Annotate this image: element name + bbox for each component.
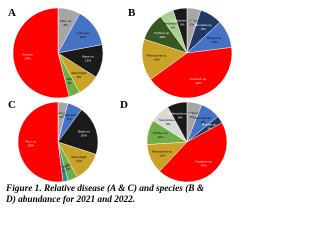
slice-name: Stem rot: [60, 19, 72, 23]
slice-value: 8%: [166, 122, 171, 126]
slice-value: 12%: [76, 159, 82, 163]
slice-name: Sclerotinia sp.: [159, 118, 178, 122]
panel-label: D: [120, 99, 128, 111]
slice-name: Pythium sp.: [153, 131, 169, 135]
slice-value: 20%: [81, 133, 87, 137]
pie-slice: [167, 101, 188, 143]
slice-value: 5%: [180, 23, 185, 27]
slice-name: Fusarium sp.: [190, 77, 208, 81]
slice-name: Leaf spot: [63, 113, 76, 117]
slice-name: Phytophthora sp.: [180, 19, 203, 23]
pie-slice: [57, 109, 99, 155]
slice-value: 10%: [158, 135, 164, 139]
slice-name: Fusarium sp.: [195, 159, 213, 163]
panel-label: C: [8, 99, 16, 111]
slice-value: 10%: [212, 40, 218, 44]
slice-value: 52%: [28, 144, 34, 148]
slice-value: 4%: [66, 167, 71, 171]
slice-value: 15%: [154, 58, 160, 62]
caption: Figure 1. Relative disease (A & C) and s…: [5, 183, 205, 205]
slice-value: 4%: [67, 81, 72, 85]
slice-value: 6%: [190, 115, 195, 119]
slice-value: 8%: [201, 120, 206, 124]
slice-value: 12%: [159, 153, 165, 157]
slice-value: 8%: [77, 75, 82, 79]
pie-slice: [12, 7, 70, 99]
slice-name: Black rot: [78, 129, 90, 133]
slice-name: Leaf spot: [77, 31, 90, 35]
slice-name: Early blight: [72, 155, 87, 159]
slice-name: Black rot: [82, 55, 94, 59]
slice-value: 8%: [63, 23, 68, 27]
pie-slice: [150, 47, 233, 99]
panel-label: B: [128, 7, 136, 19]
slice-value: 45%: [201, 163, 207, 167]
slice-value: 12%: [85, 59, 91, 63]
slice-name: Wilt: [67, 77, 72, 81]
slice-name: Rhizoctonia sp.: [152, 149, 173, 153]
slice-name: Wilt: [66, 163, 71, 167]
figure: Figure 1. Relative disease (A & C) and s…: [5, 7, 233, 205]
slice-value: 4%: [59, 115, 64, 119]
slice-name: Botrytis sp.: [207, 36, 222, 40]
pie-slice: [17, 101, 64, 183]
slice-value: 10%: [159, 35, 165, 39]
slice-name: Stem rot: [56, 111, 68, 115]
slice-name: Colletotrichum sp.: [170, 19, 194, 23]
slice-name: Root rot: [26, 140, 37, 144]
slice-name: Botrytis sp.: [202, 123, 217, 127]
slice-name: Verticillium sp.: [164, 22, 183, 26]
slice-value: 5%: [190, 23, 195, 27]
slice-value: 5%: [171, 26, 176, 30]
slice-value: 6%: [67, 117, 72, 121]
slice-value: 8%: [178, 115, 183, 119]
pie-slice: [159, 122, 228, 183]
slice-name: Early blight: [72, 71, 87, 75]
slice-name: Alternaria sp.: [194, 116, 212, 120]
pie-slice: [172, 7, 188, 54]
slice-name: Canker: [58, 165, 68, 169]
panel-label: A: [8, 7, 16, 19]
slice-value: 42%: [195, 81, 201, 85]
slice-name: Colletotrichum sp.: [168, 111, 192, 115]
slice-value: 54%: [25, 57, 31, 61]
slice-value: 3%: [207, 127, 212, 131]
slice-name: Alternaria sp.: [195, 23, 213, 27]
slice-value: 2%: [61, 169, 66, 173]
slice-name: Phytophthora sp.: [181, 111, 204, 115]
slice-name: Pythium sp.: [154, 31, 170, 35]
slice-name: Root rot: [22, 53, 33, 57]
slice-name: Rhizoctonia sp.: [147, 54, 168, 58]
slice-value: 8%: [201, 27, 206, 31]
slice-value: 14%: [80, 35, 86, 39]
